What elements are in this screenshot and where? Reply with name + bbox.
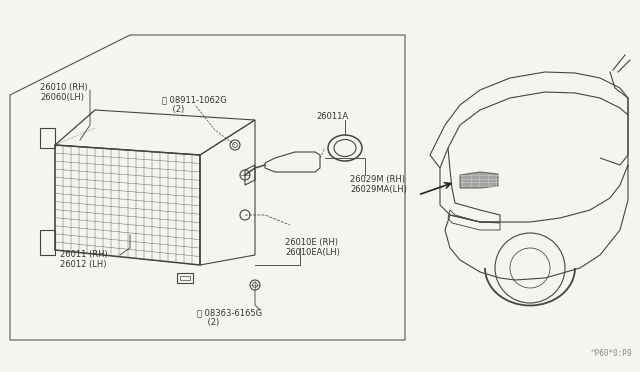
Text: ^P60*0:P9: ^P60*0:P9 [590,349,632,358]
Text: Ⓢ 08363-6165G
    (2): Ⓢ 08363-6165G (2) [197,308,262,327]
Polygon shape [460,172,498,188]
Text: 26029M (RH)
26029MA(LH): 26029M (RH) 26029MA(LH) [350,175,407,195]
Text: 26011A: 26011A [316,112,348,121]
Text: 26010 (RH)
26060(LH): 26010 (RH) 26060(LH) [40,83,88,102]
Text: 26011 (RH)
26012 (LH): 26011 (RH) 26012 (LH) [60,250,108,269]
Text: 26010E (RH)
26010EA(LH): 26010E (RH) 26010EA(LH) [285,238,340,257]
Text: ⓝ 08911-1062G
    (2): ⓝ 08911-1062G (2) [162,95,227,115]
